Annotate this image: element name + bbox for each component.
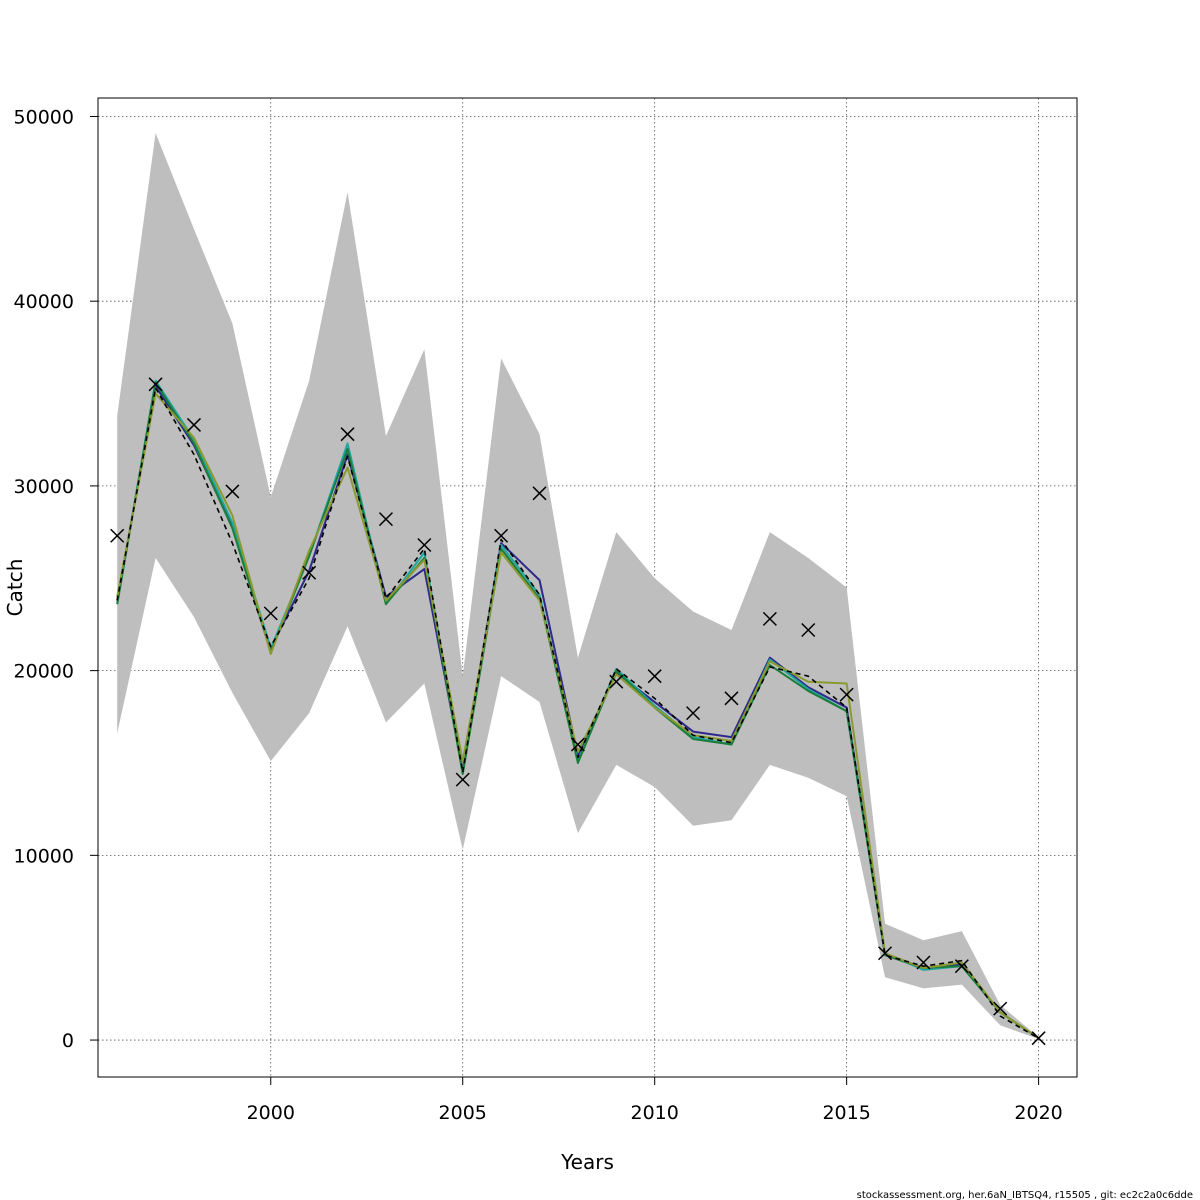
observed-point-stroke	[186, 417, 202, 432]
observed-point-stroke	[878, 946, 893, 961]
observed-point-stroke	[494, 528, 509, 543]
observed-point-stroke	[455, 772, 470, 787]
y-tick-label: 50000	[14, 106, 74, 128]
series-line-1	[116, 387, 1040, 1039]
confidence-band-layer	[117, 133, 1039, 1040]
observed-point-stroke	[110, 528, 125, 543]
observed-point-stroke	[647, 669, 662, 684]
observed-point	[1031, 1031, 1046, 1046]
observed-point-stroke	[762, 611, 777, 626]
x-tick-label: 2005	[439, 1102, 487, 1124]
observed-point-stroke	[302, 565, 317, 580]
observed-point	[762, 611, 777, 626]
observed-point	[340, 427, 355, 442]
observed-point	[878, 946, 893, 961]
x-tick-label: 2000	[247, 1102, 295, 1124]
observed-point	[186, 417, 202, 432]
observed-point	[532, 486, 547, 501]
observed-point	[263, 606, 278, 621]
observed-point	[609, 674, 624, 689]
observed-point	[686, 706, 701, 721]
observed-point-stroke	[954, 959, 969, 974]
footer-note: stockassessment.org, her.6aN_IBTSQ4, r15…	[857, 1190, 1193, 1200]
observed-point-stroke	[225, 484, 240, 499]
observed-point-stroke	[609, 674, 624, 689]
observed-point	[839, 687, 854, 702]
observed-point-stroke	[724, 691, 739, 706]
y-tick-label: 30000	[14, 476, 74, 498]
observed-point	[954, 959, 969, 974]
observed-point	[225, 484, 240, 499]
observed-point	[455, 772, 470, 787]
confidence-band	[117, 133, 1039, 1040]
observed-point-stroke	[263, 606, 278, 621]
observed-point-stroke	[340, 427, 355, 442]
observed-point-stroke	[686, 706, 701, 721]
observed-point	[916, 955, 931, 970]
observed-point-stroke	[570, 737, 585, 752]
y-axis-title: Catch	[3, 559, 27, 617]
axes: 2000 2005 2010 2015 2020 0 10000 20000 30000 4000…	[14, 106, 1063, 1124]
observed-point-stroke	[148, 377, 163, 392]
observed-point	[570, 737, 585, 752]
y-tick-label: 10000	[14, 845, 74, 867]
observed-point	[378, 512, 393, 527]
observed-point	[494, 528, 509, 543]
observed-point-stroke	[417, 537, 432, 553]
observed-point	[417, 537, 432, 553]
observed-point	[148, 377, 163, 392]
observed-point-stroke	[993, 1001, 1008, 1016]
observed-point	[801, 622, 816, 638]
observed-point-stroke	[378, 512, 393, 527]
y-tick-label: 20000	[14, 661, 74, 683]
observed-point-stroke	[1031, 1031, 1046, 1046]
x-axis-title: Years	[560, 1150, 614, 1174]
observed-points-layer	[110, 377, 1046, 1046]
y-tick-label: 0	[62, 1030, 74, 1052]
x-tick-label: 2020	[1014, 1102, 1062, 1124]
observed-point-stroke	[532, 486, 547, 501]
observed-point-stroke	[916, 955, 931, 970]
observed-point-stroke	[839, 687, 854, 702]
observed-point	[724, 691, 739, 706]
y-tick-label: 40000	[14, 291, 74, 313]
x-tick-label: 2015	[822, 1102, 870, 1124]
observed-point	[647, 669, 662, 684]
observed-point-stroke	[801, 622, 816, 638]
x-tick-label: 2010	[631, 1102, 679, 1124]
observed-point	[110, 528, 125, 543]
observed-point	[302, 565, 317, 580]
observed-point	[993, 1001, 1008, 1016]
plot-frame	[97, 97, 1078, 1078]
